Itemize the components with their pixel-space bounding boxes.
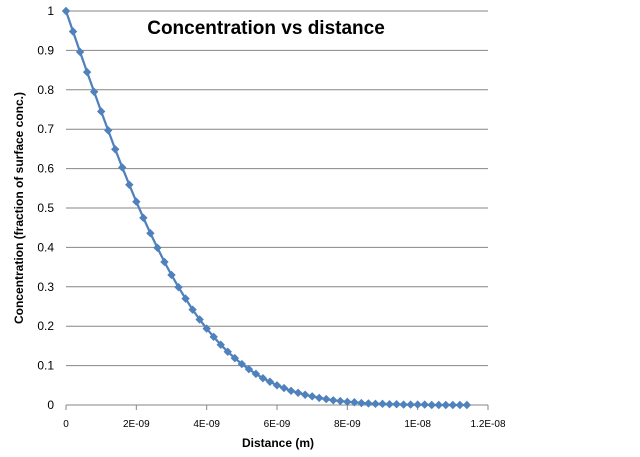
x-tick-label: 4E-09 xyxy=(193,419,220,430)
data-point-marker xyxy=(188,305,197,314)
data-point-marker xyxy=(455,400,465,410)
data-point-marker xyxy=(68,27,78,36)
y-tick-label: 0.1 xyxy=(37,359,54,373)
series-concentration xyxy=(61,6,472,410)
data-point-marker xyxy=(343,397,352,407)
data-point-marker xyxy=(160,257,169,267)
y-tick-label: 0.9 xyxy=(37,43,54,57)
y-tick-label: 0.3 xyxy=(37,280,54,294)
data-point-marker xyxy=(146,229,155,238)
data-point-marker xyxy=(96,107,106,116)
data-point-marker xyxy=(82,67,92,77)
data-point-marker xyxy=(293,388,303,397)
data-point-marker xyxy=(181,294,190,303)
data-point-marker xyxy=(237,359,247,369)
data-point-marker xyxy=(209,332,218,342)
gridlines xyxy=(66,10,488,367)
data-point-marker xyxy=(265,377,275,386)
data-point-marker xyxy=(378,399,387,409)
data-point-marker xyxy=(230,353,239,363)
data-point-marker xyxy=(441,400,450,410)
data-point-marker xyxy=(315,393,324,403)
y-tick-label: 0.7 xyxy=(37,122,54,136)
y-tick-label: 0.4 xyxy=(37,240,54,254)
data-point-marker xyxy=(272,381,282,390)
data-point-marker xyxy=(167,270,176,280)
data-point-marker xyxy=(111,145,120,154)
data-point-marker xyxy=(371,399,380,409)
data-point-marker xyxy=(279,383,289,393)
y-tick-label: 0.8 xyxy=(37,83,54,97)
data-point-marker xyxy=(258,374,268,383)
x-tick-label: 6E-09 xyxy=(264,419,291,430)
data-point-marker xyxy=(195,315,204,324)
data-point-marker xyxy=(125,180,134,189)
x-axis-title: Distance (m) xyxy=(242,436,314,450)
data-point-marker xyxy=(75,47,85,57)
data-point-marker xyxy=(89,87,99,96)
data-point-marker xyxy=(202,324,211,333)
data-point-marker xyxy=(251,369,261,379)
data-point-marker xyxy=(153,243,162,252)
data-point-marker xyxy=(132,197,141,206)
x-tick-label: 8E-09 xyxy=(334,419,361,430)
y-tick-label: 0 xyxy=(47,398,54,412)
x-tick-label: 1.2E-08 xyxy=(470,419,505,430)
x-tick-label: 0 xyxy=(63,419,69,430)
data-point-marker xyxy=(329,396,338,405)
y-axis-title: Concentration (fraction of surface conc.… xyxy=(12,92,26,324)
y-tick-label: 1 xyxy=(47,4,54,18)
data-point-marker xyxy=(434,400,443,410)
data-point-marker xyxy=(139,213,148,223)
data-point-marker xyxy=(413,400,422,409)
data-point-marker xyxy=(216,340,225,349)
data-point-marker xyxy=(118,163,127,172)
data-point-marker xyxy=(336,396,345,406)
data-point-marker xyxy=(322,394,331,404)
y-tick-label: 0.2 xyxy=(37,319,54,333)
data-point-marker xyxy=(244,364,254,374)
data-point-marker xyxy=(399,400,408,409)
data-point-marker xyxy=(307,392,317,401)
data-point-marker xyxy=(350,398,359,407)
data-point-marker xyxy=(61,6,71,16)
y-tick-label: 0.6 xyxy=(37,162,54,176)
data-point-marker xyxy=(223,347,232,357)
data-point-marker xyxy=(420,400,429,409)
data-point-marker xyxy=(462,400,472,410)
data-point-marker xyxy=(448,400,458,410)
data-point-marker xyxy=(392,400,401,409)
chart-title: Concentration vs distance xyxy=(147,18,385,39)
y-tick-labels: 0 0.1 0.2 0.3 0.4 0.5 0.6 0.7 0.8 0.9 1 xyxy=(37,4,54,412)
x-tick-labels: 0 2E-09 4E-09 6E-09 8E-09 1E-08 1.2E-08 xyxy=(63,405,506,430)
x-tick-label: 2E-09 xyxy=(123,419,150,430)
data-point-marker xyxy=(174,282,183,292)
data-point-marker xyxy=(357,398,366,408)
data-point-marker xyxy=(385,400,394,409)
data-point-marker xyxy=(300,390,310,399)
y-tick-label: 0.5 xyxy=(37,201,54,215)
data-point-marker xyxy=(104,126,113,135)
data-point-marker xyxy=(406,400,415,409)
data-point-marker xyxy=(364,399,373,408)
data-point-marker xyxy=(427,400,436,410)
data-point-marker xyxy=(286,386,296,396)
x-tick-label: 1E-08 xyxy=(404,419,431,430)
